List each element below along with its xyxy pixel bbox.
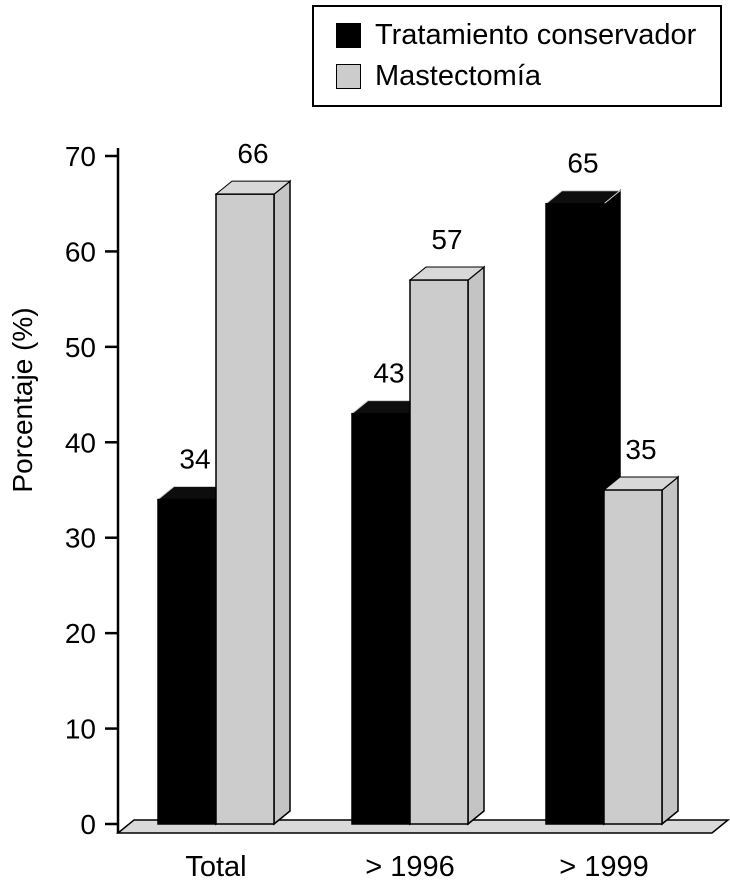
- y-tick-label: 70: [65, 141, 96, 172]
- chart-legend: Tratamiento conservador Mastectomía: [312, 5, 722, 107]
- bar-mastectomia-Total: [215, 193, 275, 825]
- y-tick-label: 20: [65, 618, 96, 649]
- bar-tratamiento-conservador-> 1999: [545, 202, 605, 825]
- y-tick-label: 30: [65, 523, 96, 554]
- y-tick-label: 10: [65, 714, 96, 745]
- y-axis-label: Porcentaje (%): [7, 307, 38, 492]
- bar-mastectomia-> 1999: [603, 489, 663, 825]
- y-tick-label: 50: [65, 332, 96, 363]
- x-category-label: > 1999: [559, 851, 649, 883]
- bar-tratamiento-conservador-Total: [157, 498, 217, 825]
- y-tick-label: 40: [65, 427, 96, 458]
- legend-swatch-gray: [336, 64, 361, 89]
- bar-mastectomia-> 1996: [409, 279, 469, 825]
- bar-value-label: 57: [431, 224, 462, 255]
- bar-value-label: 35: [625, 434, 656, 465]
- bar-value-label: 43: [373, 358, 404, 389]
- bar-value-label: 34: [179, 444, 210, 475]
- legend-label-mastectomia: Mastectomía: [375, 60, 541, 92]
- legend-item-tratamiento-conservador: Tratamiento conservador: [336, 19, 720, 52]
- bar-value-label: 66: [237, 138, 268, 169]
- legend-item-mastectomia: Mastectomía: [336, 60, 720, 93]
- y-tick-label: 0: [80, 809, 96, 840]
- bar-side-face: [661, 475, 679, 826]
- legend-swatch-black: [336, 23, 361, 48]
- x-category-label: Total: [185, 851, 246, 883]
- bar-side-face: [467, 265, 485, 826]
- x-category-label: > 1996: [365, 851, 455, 883]
- bar-tratamiento-conservador-> 1996: [351, 412, 411, 825]
- bar-value-label: 65: [567, 148, 598, 179]
- y-tick-label: 60: [65, 236, 96, 267]
- legend-label-tratamiento-conservador: Tratamiento conservador: [375, 19, 697, 51]
- bar-side-face: [273, 179, 291, 826]
